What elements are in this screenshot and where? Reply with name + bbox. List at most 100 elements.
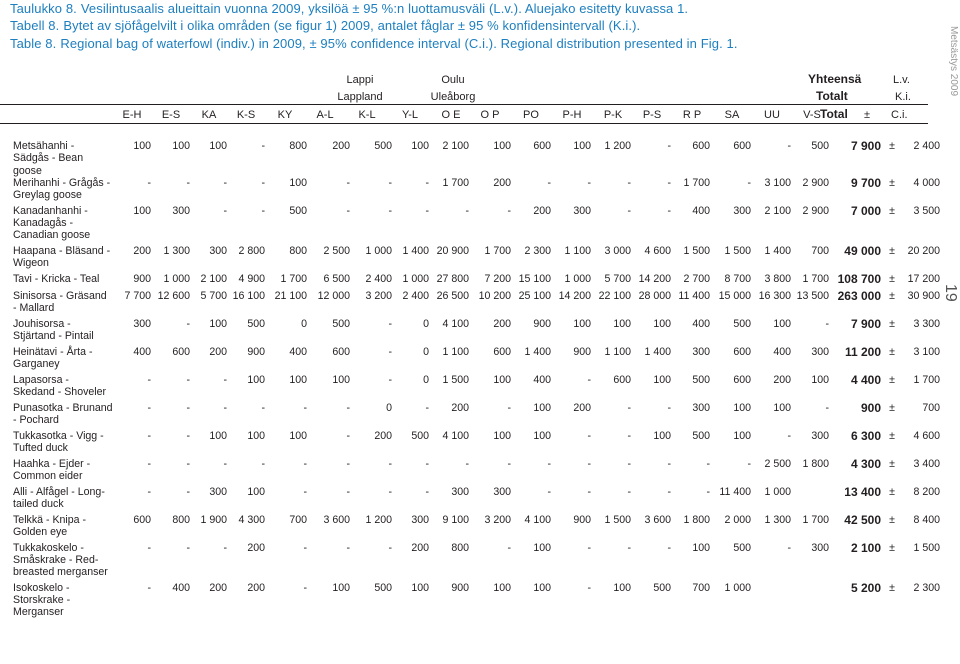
region-value: -	[787, 541, 791, 554]
header-plus-minus: ±	[864, 109, 871, 121]
plus-minus-sign: ±	[889, 317, 895, 330]
region-value: -	[627, 485, 631, 498]
total-value: 11 200	[844, 344, 881, 359]
region-value: 3 800	[764, 272, 791, 285]
region-value: 500	[411, 429, 429, 442]
region-value: -	[303, 485, 307, 498]
table-row: Sinisorsa - Gräsand - Mallard 7 700 12 600…	[13, 290, 940, 318]
region-value: 200	[374, 429, 392, 442]
region-value: 100	[573, 317, 591, 330]
species-name: Punasotka - Brunand - Pochard	[13, 401, 113, 427]
region-value: 1 400	[402, 244, 429, 257]
region-value: 25 100	[518, 289, 551, 302]
region-value: 400	[773, 345, 791, 358]
species-name: Jouhisorsa - Stjärtand - Pintail	[13, 317, 94, 343]
region-header-e-s: E-S	[161, 109, 181, 121]
region-header-o-p: O P	[480, 109, 500, 121]
table-row: Punasotka - Brunand - Pochard - - - - - - 0 - 200…	[13, 402, 940, 430]
region-value: 0	[301, 317, 307, 330]
region-value: 15 100	[518, 272, 551, 285]
region-value: 100	[773, 401, 791, 414]
region-value: 400	[692, 317, 710, 330]
region-value: 600	[733, 140, 751, 152]
total-value: 7 900	[850, 316, 881, 331]
region-value: 300	[692, 345, 710, 358]
confidence-interval-value: 700	[922, 401, 940, 414]
region-value: 1 700	[484, 244, 511, 257]
header-ki: K.i.	[895, 91, 911, 103]
species-name: Tukkasotka - Vigg - Tufted duck	[13, 429, 104, 455]
region-value: 200	[773, 373, 791, 386]
region-value: -	[667, 176, 671, 189]
caption-finnish: Taulukko 8. Vesilintusaalis alueittain vu…	[10, 1, 689, 16]
waterfowl-bag-table: Metsähanhi - Sädgås - Bean goose 100 100 10…	[13, 140, 940, 619]
region-value: 600	[133, 513, 151, 526]
region-value: -	[303, 457, 307, 470]
header-lappi: Lappi	[346, 74, 374, 86]
region-value: 1 800	[683, 513, 710, 526]
header-rule-bottom	[0, 123, 928, 124]
region-value: 200	[411, 541, 429, 554]
region-value: 100	[493, 373, 511, 386]
region-header-y-l: Y-L	[401, 109, 419, 121]
total-value: 900	[860, 400, 881, 415]
region-value: -	[507, 401, 511, 414]
page-number: 19	[942, 284, 959, 302]
region-value: 300	[411, 513, 429, 526]
region-value: 0	[423, 373, 429, 386]
species-name: Metsähanhi - Sädgås - Bean goose	[13, 140, 84, 177]
region-value: 300	[811, 541, 829, 554]
region-value: -	[465, 204, 469, 217]
region-value: 200	[133, 244, 151, 257]
region-value: 3 200	[365, 289, 392, 302]
region-value: 900	[533, 317, 551, 330]
region-value: 100	[613, 581, 631, 594]
region-value: 900	[133, 272, 151, 285]
total-value: 9 700	[850, 175, 881, 190]
region-value: -	[627, 176, 631, 189]
region-value: 600	[733, 345, 751, 358]
region-value: 300	[811, 345, 829, 358]
region-value: 200	[332, 140, 350, 152]
region-value: -	[346, 457, 350, 470]
table-captions: Taulukko 8. Vesilintusaalis alueittain vu…	[10, 0, 890, 52]
region-value: 4 100	[442, 429, 469, 442]
header-ci: C.i.	[891, 109, 908, 121]
species-name: Tukkakoskelo - Småskrake - Red-breasted …	[13, 541, 108, 579]
region-value: -	[346, 541, 350, 554]
region-value: 12 000	[317, 289, 350, 302]
region-value: -	[425, 401, 429, 414]
region-value: 22 100	[598, 289, 631, 302]
plus-minus-sign: ±	[889, 140, 895, 152]
region-value: 100	[613, 317, 631, 330]
region-value: -	[587, 485, 591, 498]
region-value: 20 900	[436, 244, 469, 257]
region-value: -	[667, 541, 671, 554]
confidence-interval-value: 4 000	[913, 176, 940, 189]
region-value: -	[147, 541, 151, 554]
region-header-k-l: K-L	[358, 109, 376, 121]
region-value: 8 700	[724, 272, 751, 285]
region-value: 1 000	[564, 272, 591, 285]
plus-minus-sign: ±	[889, 373, 895, 386]
region-value: -	[667, 485, 671, 498]
region-value: 200	[247, 581, 265, 594]
region-value: 100	[133, 140, 151, 152]
species-name: Kanadanhanhi - Kanadagås - Canadian goos…	[13, 204, 91, 242]
confidence-interval-value: 2 400	[913, 140, 940, 152]
region-value: 200	[209, 345, 227, 358]
region-value: 200	[451, 401, 469, 414]
region-value: 3 600	[644, 513, 671, 526]
region-value: 4 600	[644, 244, 671, 257]
region-value: 100	[209, 317, 227, 330]
region-value: 1 500	[683, 244, 710, 257]
region-value: 14 200	[638, 272, 671, 285]
region-value: 500	[733, 541, 751, 554]
confidence-interval-value: 3 300	[913, 317, 940, 330]
confidence-interval-value: 17 200	[907, 272, 940, 285]
region-header-k-s: K-S	[236, 109, 256, 121]
total-value: 7 000	[850, 203, 881, 218]
region-value: 700	[289, 513, 307, 526]
region-value: 6 500	[323, 272, 350, 285]
region-value: -	[825, 401, 829, 414]
